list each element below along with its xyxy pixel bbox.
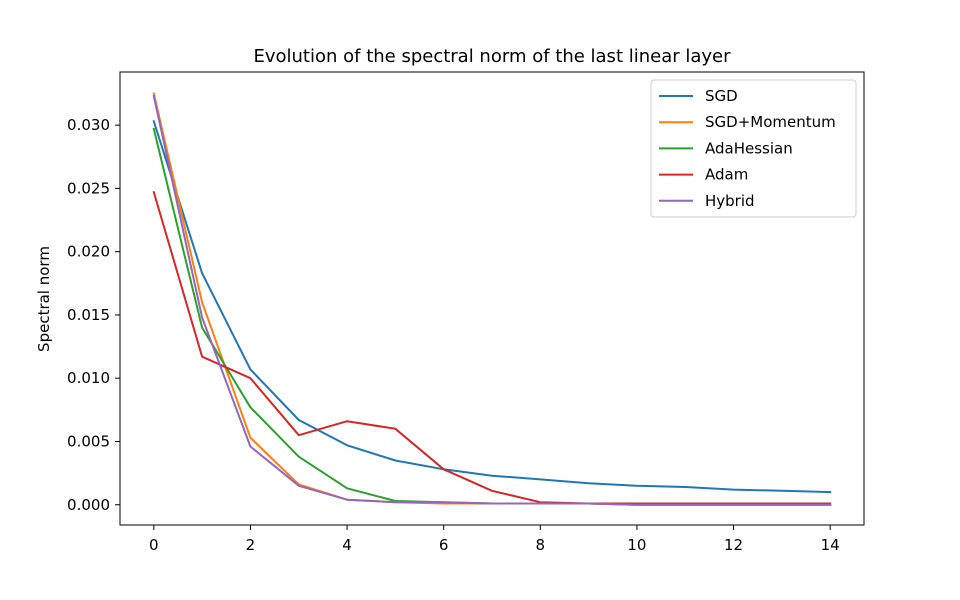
x-tick-label: 8 [536,536,546,554]
series-line-sgd [152,120,832,494]
y-tick-label: 0.025 [67,179,110,197]
x-tick-label: 0 [149,536,159,554]
legend: SGD SGD+Momentum AdaHessian Adam Hybrid [650,79,857,218]
x-tick-label: 4 [342,536,352,554]
x-tick-label: 2 [246,536,256,554]
series-layer [152,92,832,506]
legend-label-adahessian: AdaHessian [705,139,793,157]
series-line-adam [152,190,832,505]
legend-label-sgd: SGD [705,87,738,105]
series-line-hybrid [152,94,832,506]
y-axis-label: Spectral norm [35,246,53,352]
x-tick-label: 12 [724,536,743,554]
x-tick-label: 6 [439,536,449,554]
legend-box [650,79,857,218]
plot-frame [119,71,865,526]
legend-label-hybrid: Hybrid [705,192,755,210]
y-tick-label: 0.000 [67,496,110,514]
y-tick-label: 0.015 [67,306,110,324]
y-tick-label: 0.010 [67,369,110,387]
x-tick-label: 14 [821,536,840,554]
y-tick-label: 0.005 [67,432,110,450]
legend-label-adam: Adam [705,166,748,184]
x-tick-label: 10 [627,536,646,554]
y-tick-label: 0.030 [67,116,110,134]
y-tick-label: 0.020 [67,243,110,261]
ticks-layer: 0 2 4 6 8 10 12 14 0.000 0.005 0.010 0.015 0.020 0.02… [67,116,840,554]
chart-title: Evolution of the spectral norm of the la… [253,46,731,67]
legend-label-sgd-momentum: SGD+Momentum [705,113,836,131]
